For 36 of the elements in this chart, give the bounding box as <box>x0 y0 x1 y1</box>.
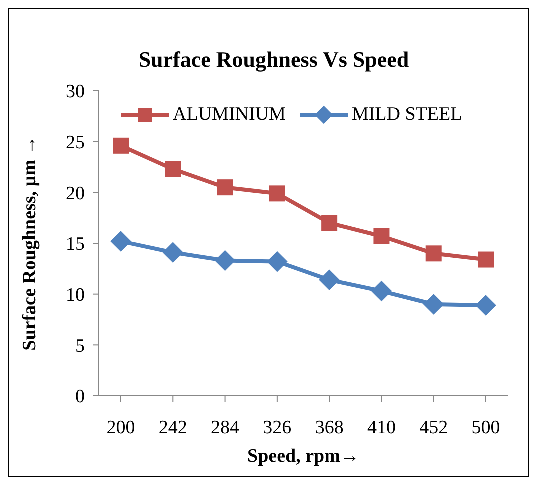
point <box>371 280 392 302</box>
y-tick-label: 30 <box>66 82 85 103</box>
y-tick-label: 20 <box>66 183 85 204</box>
x-tick-label: 242 <box>158 417 188 438</box>
chart-title: Surface Roughness Vs Speed <box>138 47 410 73</box>
x-tick-label: 326 <box>263 417 292 438</box>
y-tick-label: 0 <box>76 386 85 408</box>
point <box>214 250 236 272</box>
point <box>476 295 496 316</box>
x-tick-label: 500 <box>472 417 500 438</box>
legend-label: ALUMINIUM <box>173 104 286 126</box>
point <box>267 251 288 272</box>
point <box>374 228 390 244</box>
point <box>426 246 442 262</box>
point <box>319 270 340 290</box>
point <box>113 138 129 154</box>
x-tick-label: 368 <box>315 417 344 438</box>
point <box>217 180 234 196</box>
y-tick-label: 5 <box>76 336 85 357</box>
y-tick-label: 25 <box>66 132 85 154</box>
point <box>165 161 182 178</box>
x-axis-title: Speed, rpm→ <box>248 446 360 467</box>
y-axis-title: Surface Roughness, µm → <box>20 136 41 351</box>
point <box>162 242 184 264</box>
y-tick-label: 15 <box>66 234 85 256</box>
point <box>423 294 444 315</box>
legend-label: MILD STEEL <box>352 104 462 126</box>
x-tick-label: 284 <box>211 417 240 438</box>
point <box>269 186 286 202</box>
x-tick-label: 452 <box>420 417 448 438</box>
point <box>478 252 494 268</box>
x-tick-label: 200 <box>106 417 136 438</box>
x-tick-label: 410 <box>367 417 396 438</box>
y-tick-label: 10 <box>66 285 85 306</box>
point <box>322 215 338 232</box>
point <box>110 231 132 252</box>
